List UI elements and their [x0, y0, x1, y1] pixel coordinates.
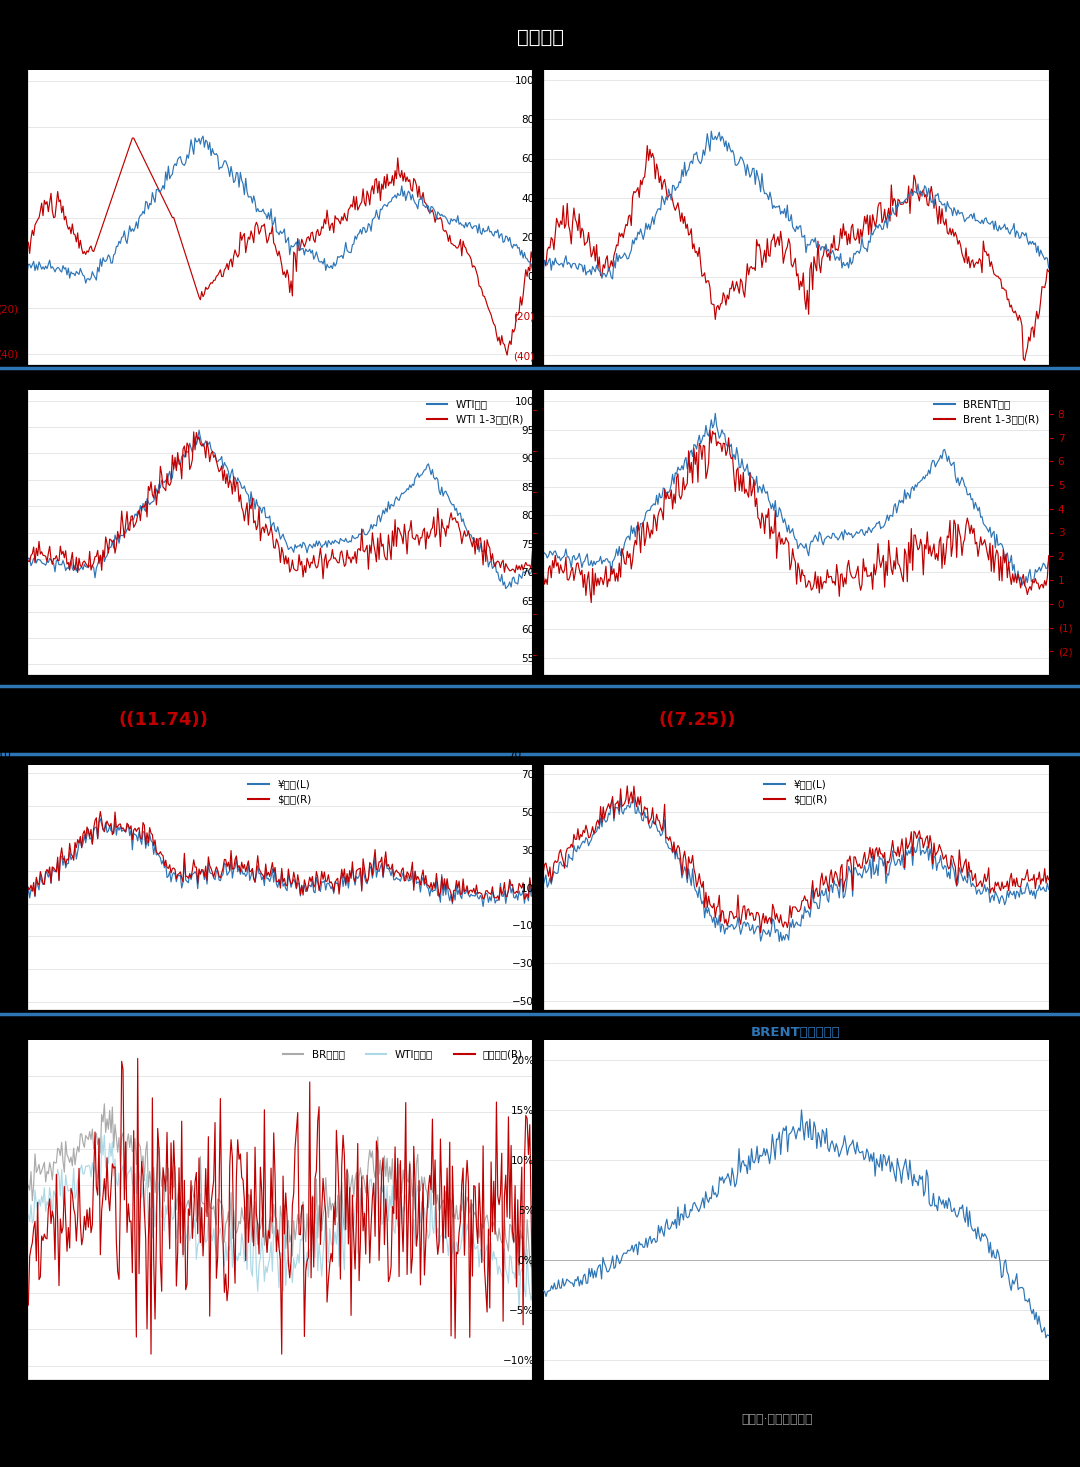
Legend: BR结算价, WTI结算价, 跨市价差(R): BR结算价, WTI结算价, 跨市价差(R) — [279, 1045, 527, 1064]
Text: 110: 110 — [0, 750, 12, 760]
Legend: ¥价差(L), $价差(R): ¥价差(L), $价差(R) — [244, 775, 315, 808]
Legend: ¥价差(L), $价差(R): ¥价差(L), $价差(R) — [760, 775, 832, 808]
Text: ((11.74)): ((11.74)) — [119, 711, 208, 729]
Text: 公众号·能源研发中心: 公众号·能源研发中心 — [742, 1413, 813, 1426]
Text: 原油市场: 原油市场 — [516, 28, 564, 47]
Title: BRENT季节性指数: BRENT季节性指数 — [751, 1025, 841, 1039]
Legend: BRENT近月, Brent 1-3月差(R): BRENT近月, Brent 1-3月差(R) — [930, 395, 1043, 428]
Text: ((7.25)): ((7.25)) — [659, 711, 737, 729]
Text: 70: 70 — [508, 750, 521, 760]
Legend: WTI近月, WTI 1-3月差(R): WTI近月, WTI 1-3月差(R) — [422, 395, 527, 428]
